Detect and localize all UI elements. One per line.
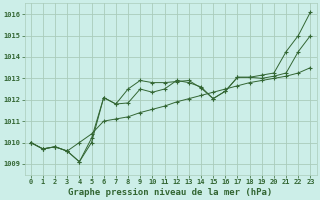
X-axis label: Graphe pression niveau de la mer (hPa): Graphe pression niveau de la mer (hPa) bbox=[68, 188, 273, 197]
